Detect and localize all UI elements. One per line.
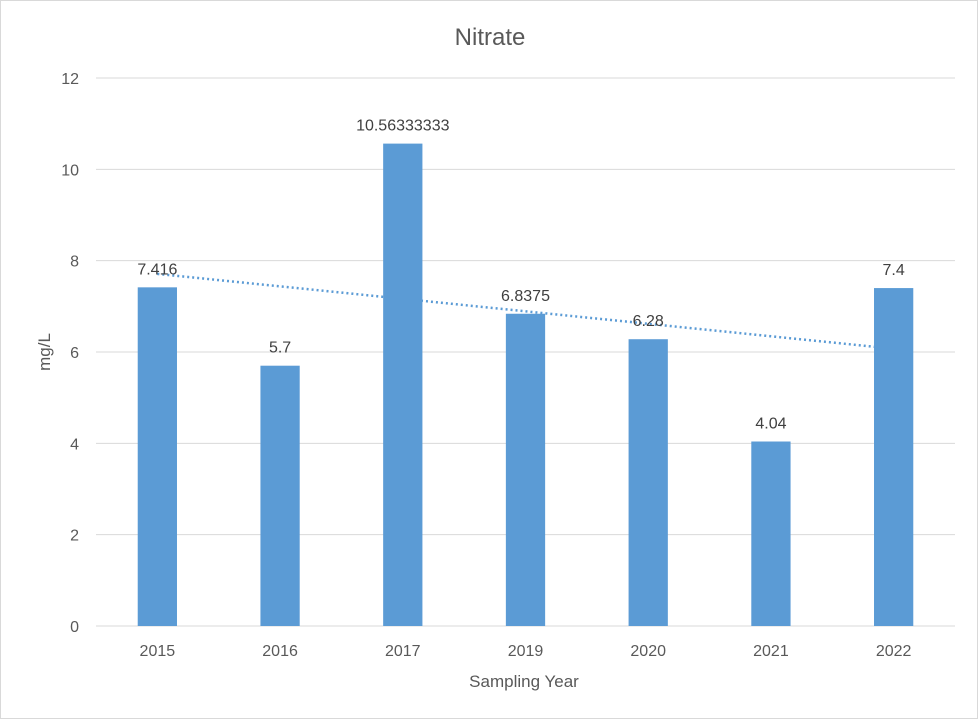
x-axis-ticks: 2015 2016 2017 2019 2020 2021 2022 bbox=[140, 643, 912, 660]
chart-title: Nitrate bbox=[455, 24, 526, 51]
data-label: 4.04 bbox=[755, 416, 786, 433]
x-axis-label: Sampling Year bbox=[469, 672, 579, 691]
data-label: 5.7 bbox=[269, 340, 291, 357]
data-label: 6.28 bbox=[633, 313, 664, 330]
data-label: 6.8375 bbox=[501, 288, 550, 305]
trendline-group bbox=[157, 272, 894, 350]
bar bbox=[383, 143, 423, 626]
x-tick-label: 2019 bbox=[508, 643, 544, 660]
y-tick-label: 4 bbox=[70, 436, 79, 453]
x-tick-label: 2020 bbox=[630, 643, 666, 660]
bar bbox=[260, 365, 300, 626]
x-tick-label: 2017 bbox=[385, 643, 421, 660]
bar bbox=[874, 288, 914, 626]
bars bbox=[137, 143, 914, 626]
trendline bbox=[157, 272, 894, 350]
data-label: 10.56333333 bbox=[356, 118, 450, 135]
y-tick-label: 10 bbox=[61, 162, 79, 179]
y-tick-label: 8 bbox=[70, 254, 79, 271]
x-tick-label: 2022 bbox=[876, 643, 912, 660]
y-tick-label: 12 bbox=[61, 71, 79, 88]
y-axis-label: mg/L bbox=[35, 333, 54, 371]
bar bbox=[137, 287, 177, 626]
x-tick-label: 2015 bbox=[140, 643, 176, 660]
x-tick-label: 2021 bbox=[753, 643, 789, 660]
y-tick-label: 6 bbox=[70, 345, 79, 362]
bar bbox=[505, 313, 546, 626]
x-tick-label: 2016 bbox=[262, 643, 298, 660]
data-labels: 7.416 5.7 10.56333333 6.8375 6.28 4.04 7.4 bbox=[137, 118, 905, 433]
data-label: 7.4 bbox=[883, 262, 905, 279]
y-tick-label: 0 bbox=[70, 619, 79, 636]
y-tick-label: 2 bbox=[70, 528, 79, 545]
bar bbox=[751, 441, 791, 626]
data-label: 7.416 bbox=[137, 261, 177, 278]
y-axis-ticks: 0 2 4 6 8 10 12 bbox=[61, 71, 79, 636]
bar bbox=[628, 339, 668, 626]
